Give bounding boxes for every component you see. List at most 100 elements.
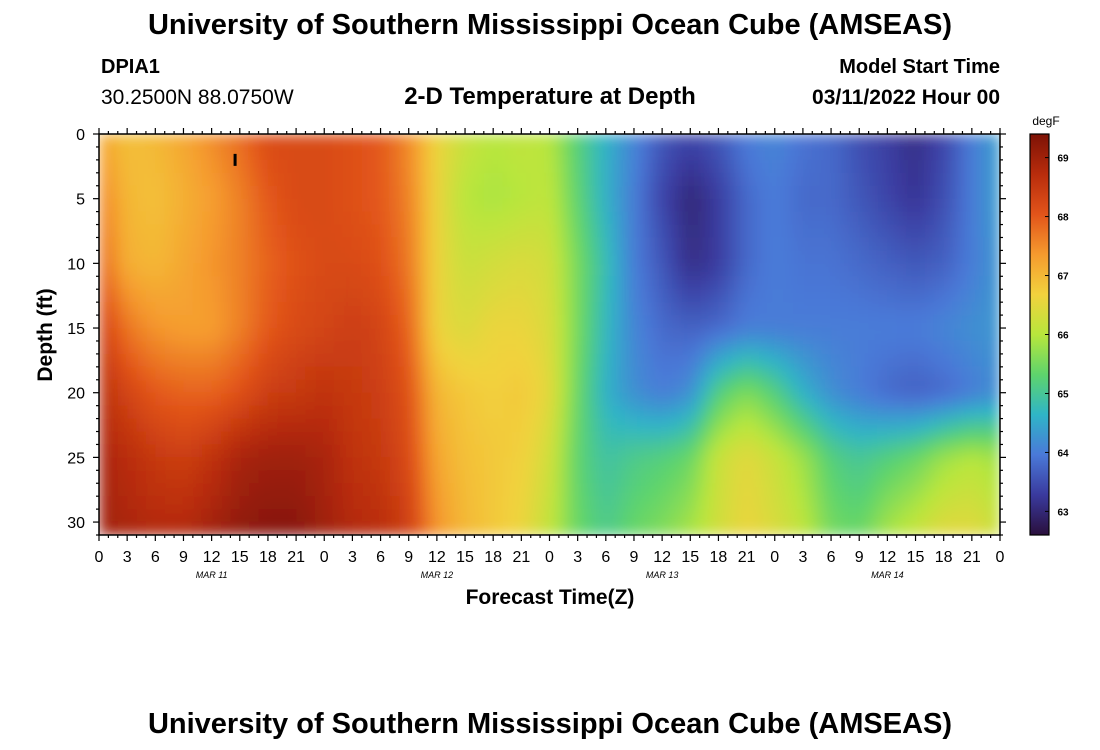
heatmap-cell — [859, 134, 870, 148]
heatmap-cell — [117, 496, 128, 510]
heatmap-cell — [117, 353, 128, 368]
heatmap-cell — [108, 237, 119, 252]
heatmap-cell — [324, 159, 335, 174]
heatmap-cell — [314, 250, 326, 265]
heatmap-cell — [793, 172, 804, 187]
heatmap-cell — [361, 289, 372, 303]
heatmap-cell — [540, 302, 551, 316]
heatmap-cell — [474, 509, 485, 523]
heatmap-cell — [990, 444, 1000, 459]
heatmap-cell — [427, 392, 438, 407]
heatmap-cell — [202, 392, 213, 407]
heatmap-cell — [136, 159, 147, 174]
heatmap-cell — [371, 211, 382, 226]
heatmap-cell — [192, 457, 204, 472]
heatmap-cell — [840, 496, 851, 510]
heatmap-cell — [680, 146, 692, 161]
heatmap-cell — [305, 340, 316, 355]
heatmap-cell — [906, 328, 917, 342]
heatmap-cell — [896, 496, 907, 510]
heatmap-cell — [784, 328, 795, 342]
heatmap-cell — [540, 146, 551, 161]
station-coords: 30.2500N 88.0750W — [101, 86, 294, 109]
heatmap-cell — [314, 289, 326, 303]
heatmap-cell — [267, 315, 279, 329]
heatmap-cell — [643, 134, 654, 148]
heatmap-cell — [587, 431, 598, 446]
heatmap-cell — [277, 328, 288, 342]
heatmap-cell — [746, 340, 757, 355]
heatmap-cell — [849, 237, 861, 252]
heatmap-cell — [934, 315, 945, 329]
heatmap-cell — [540, 276, 551, 291]
heatmap-cell — [877, 211, 889, 226]
heatmap-cell — [352, 250, 363, 265]
heatmap-cell — [896, 211, 907, 226]
heatmap-cell — [117, 431, 128, 446]
heatmap-cell — [277, 496, 288, 510]
heatmap-cell — [192, 237, 204, 252]
heatmap-cell — [549, 353, 560, 368]
heatmap-cell — [887, 198, 898, 213]
heatmap-cell — [680, 392, 692, 407]
heatmap-cell — [755, 444, 767, 459]
heatmap-cell — [633, 444, 645, 459]
heatmap-cell — [521, 353, 532, 368]
heatmap-cell — [755, 146, 767, 161]
heatmap-cell — [145, 211, 157, 226]
heatmap-cell — [465, 522, 476, 535]
heatmap-cell — [371, 134, 382, 148]
heatmap-cell — [877, 340, 889, 355]
heatmap-cell — [737, 340, 748, 355]
heatmap-cell — [784, 134, 795, 148]
heatmap-cell — [117, 509, 128, 523]
x-tick-label: 3 — [123, 549, 132, 566]
heatmap-cell — [643, 470, 654, 485]
heatmap-cell — [793, 250, 804, 265]
heatmap-cell — [896, 340, 907, 355]
heatmap-cell — [446, 431, 457, 446]
heatmap-cell — [821, 483, 832, 497]
heatmap-cell — [239, 172, 250, 187]
heatmap-cell — [690, 470, 701, 485]
heatmap-cell — [305, 483, 316, 497]
heatmap-cell — [511, 444, 523, 459]
heatmap-cell — [577, 353, 588, 368]
heatmap-cell — [333, 418, 344, 433]
heatmap-cell — [530, 392, 541, 407]
heatmap-cell — [877, 146, 889, 161]
heatmap-cell — [849, 457, 861, 472]
heatmap-cell — [352, 483, 363, 497]
heatmap-cell — [277, 289, 288, 303]
heatmap-cell — [164, 172, 175, 187]
heatmap-cell — [821, 379, 832, 394]
heatmap-cell — [239, 237, 250, 252]
heatmap-cell — [380, 224, 391, 239]
heatmap-cell — [812, 353, 823, 368]
heatmap-cell — [221, 470, 232, 485]
heatmap-cell — [286, 457, 297, 472]
heatmap-cell — [887, 496, 898, 510]
heatmap-cell — [596, 146, 607, 161]
heatmap-cell — [727, 444, 739, 459]
heatmap-cell — [981, 328, 992, 342]
heatmap-cell — [671, 444, 682, 459]
heatmap-cell — [737, 172, 748, 187]
heatmap-cell — [558, 522, 570, 535]
heatmap-cell — [802, 353, 814, 368]
heatmap-cell — [145, 470, 157, 485]
heatmap-cell — [633, 172, 645, 187]
heatmap-cell — [540, 418, 551, 433]
heatmap-cell — [812, 509, 823, 523]
heatmap-cell — [727, 522, 739, 535]
heatmap-cell — [652, 431, 663, 446]
heatmap-cell — [643, 263, 654, 278]
heatmap-cell — [361, 263, 372, 278]
heatmap-cell — [183, 340, 194, 355]
heatmap-cell — [802, 315, 814, 329]
heatmap-cell — [840, 509, 851, 523]
heatmap-cell — [596, 302, 607, 316]
heatmap-cell — [877, 496, 889, 510]
heatmap-cell — [493, 444, 504, 459]
heatmap-cell — [483, 276, 494, 291]
